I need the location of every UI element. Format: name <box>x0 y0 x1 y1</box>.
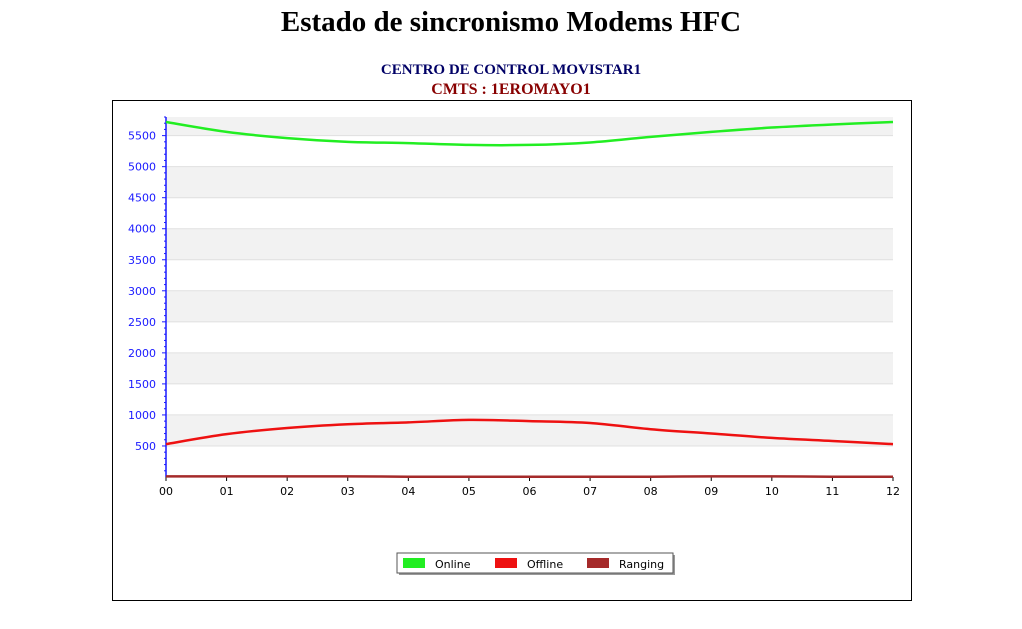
legend-label-online: Online <box>435 558 471 571</box>
legend: Online Offline Ranging <box>396 552 675 575</box>
grid-band <box>166 352 893 384</box>
legend-swatch-offline <box>495 558 517 568</box>
x-tick-label: 09 <box>704 485 718 498</box>
y-tick-label: 5500 <box>128 130 156 143</box>
legend-label-offline: Offline <box>527 558 563 571</box>
x-tick-label: 12 <box>886 485 900 498</box>
y-tick-label: 5000 <box>128 161 156 174</box>
y-tick-label: 4500 <box>128 192 156 205</box>
page-title: Estado de sincronismo Modems HFC <box>280 6 742 38</box>
grid-band <box>166 290 893 322</box>
y-tick-label: 4000 <box>128 223 156 236</box>
cmts-subtitle: CMTS : 1EROMAYO1 <box>431 81 591 98</box>
legend-swatch-online <box>403 558 425 568</box>
line-chart: 5001000150020002500300035004000450050005… <box>128 116 900 575</box>
x-tick-label: 07 <box>583 485 597 498</box>
grid-bands <box>166 117 893 447</box>
x-tick-label: 03 <box>341 485 355 498</box>
y-tick-label: 3500 <box>128 254 156 267</box>
x-tick-label: 05 <box>462 485 476 498</box>
grid-band <box>166 414 893 446</box>
legend-swatch-ranging <box>587 558 609 568</box>
x-tick-label: 04 <box>401 485 415 498</box>
control-center-subtitle: CENTRO DE CONTROL MOVISTAR1 <box>380 62 642 78</box>
x-tick-label: 01 <box>220 485 234 498</box>
legend-label-ranging: Ranging <box>619 558 664 571</box>
series-line-offline <box>165 418 894 446</box>
x-tick-label: 06 <box>523 485 537 498</box>
x-tick-label: 08 <box>644 485 658 498</box>
series-line-online <box>165 120 894 147</box>
y-tick-label: 2000 <box>128 347 156 360</box>
y-tick-label: 1500 <box>128 378 156 391</box>
x-tick-label: 11 <box>825 485 839 498</box>
grid-band <box>166 166 893 198</box>
x-tick-label: 10 <box>765 485 779 498</box>
grid-band <box>166 228 893 260</box>
y-tick-label: 3000 <box>128 285 156 298</box>
chart-frame: 500 1000 1500 2000 2500 3000 3500 4000 4500 5000 5… <box>112 100 912 601</box>
y-tick-label: 1000 <box>128 409 156 422</box>
y-tick-label: 2500 <box>128 316 156 329</box>
y-tick-label: 500 <box>135 440 156 453</box>
x-tick-label: 00 <box>159 485 173 498</box>
x-tick-label: 02 <box>280 485 294 498</box>
